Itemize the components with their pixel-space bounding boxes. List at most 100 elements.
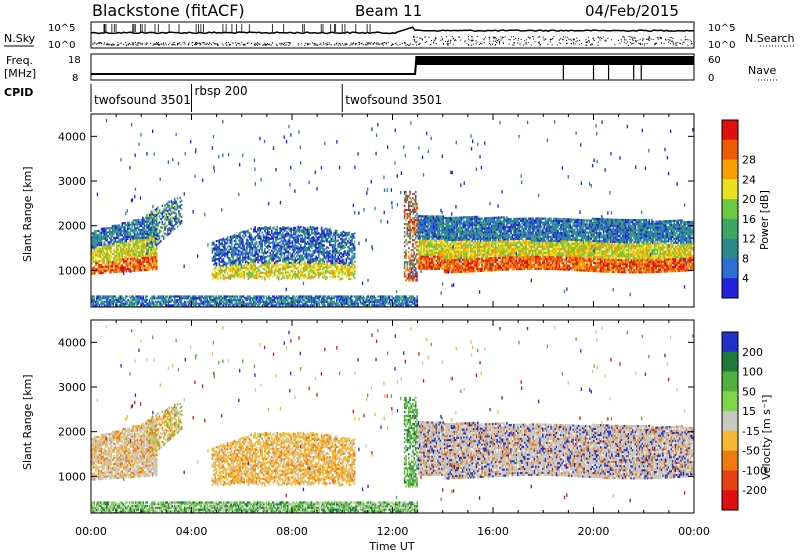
power-cell: [283, 276, 286, 279]
power-cell: [420, 259, 422, 262]
power-cell: [348, 237, 350, 240]
power-cell: [96, 248, 99, 251]
power-cell: [269, 254, 272, 257]
power-cell: [293, 269, 295, 272]
power-cell: [443, 247, 446, 250]
power-cell: [93, 246, 96, 249]
power-cell: [337, 275, 339, 278]
power-cell: [139, 231, 141, 234]
power-cell: [247, 269, 250, 272]
nsearch-point: [227, 42, 229, 43]
power-cell: [463, 216, 465, 219]
power-cell: [457, 222, 460, 225]
power-cell: [452, 216, 454, 219]
power-cell: [427, 217, 429, 220]
power-cell: [293, 262, 295, 266]
power-cell: [248, 276, 251, 279]
nsearch-point: [573, 39, 574, 41]
power-cell: [437, 263, 439, 266]
power-cell: [115, 226, 118, 229]
power-cell: [424, 243, 427, 246]
power-cell: [413, 251, 416, 254]
power-cell: [417, 223, 420, 226]
power-cell: [111, 253, 114, 256]
power-cell: [461, 270, 464, 273]
power-cell: [329, 270, 331, 273]
power-cell: [161, 216, 164, 220]
power-cell: [264, 248, 266, 251]
power-cell: [106, 265, 108, 268]
power-cell: [236, 273, 239, 276]
power-cell: [309, 253, 312, 257]
power-cell: [144, 264, 147, 267]
power-cell: [449, 251, 451, 254]
power-cell: [424, 257, 427, 260]
power-cell: [342, 258, 345, 262]
power-cell: [242, 273, 244, 276]
power-cell: [219, 250, 222, 253]
power-cell: [147, 268, 150, 271]
power-cell: [412, 263, 414, 266]
power-cell: [264, 276, 266, 279]
power-cell: [467, 260, 469, 263]
power-cell: [280, 251, 283, 254]
power-cell: [126, 252, 129, 255]
power-cell: [91, 236, 93, 239]
power-cell: [434, 265, 436, 268]
power-cell: [136, 221, 139, 224]
power-cell: [133, 223, 136, 226]
nsearch-point: [493, 40, 495, 42]
power-cell: [459, 242, 461, 245]
power-cell: [316, 230, 319, 233]
power-cell: [275, 254, 277, 257]
power-cell: [295, 241, 298, 244]
power-cell: [237, 271, 240, 274]
power-cell: [327, 236, 330, 239]
power-cell: [340, 278, 342, 281]
power-cell: [180, 203, 183, 206]
power-cell: [466, 244, 468, 247]
power-cell: [438, 231, 440, 234]
power-cell: [121, 234, 123, 237]
power-cell: [463, 254, 465, 257]
power-cell: [237, 235, 240, 238]
power-cell: [413, 239, 416, 242]
power-cell: [124, 240, 126, 243]
power-cell: [323, 234, 326, 237]
power-cell: [449, 243, 451, 246]
power-cell: [136, 269, 139, 272]
power-cell: [406, 223, 409, 226]
power-cell: [230, 259, 233, 262]
nsearch-point: [572, 38, 574, 40]
power-cell: [412, 223, 414, 226]
power-cell: [442, 261, 445, 264]
power-cell: [287, 238, 290, 241]
nave-series: [416, 57, 694, 65]
power-cell: [153, 260, 155, 263]
power-cell: [221, 248, 223, 251]
power-cell: [327, 258, 330, 262]
power-cell: [329, 235, 331, 239]
power-cell: [142, 256, 144, 260]
power-cell: [236, 257, 239, 260]
power-cell: [443, 265, 446, 268]
nsearch-point: [597, 44, 599, 46]
power-cell: [457, 238, 460, 241]
power-cell: [430, 251, 432, 254]
power-cell: [293, 275, 295, 278]
power-cell: [107, 269, 110, 272]
power-cell: [242, 234, 244, 237]
power-cell: [409, 231, 411, 234]
power-cell: [97, 262, 100, 265]
power-cell: [147, 220, 150, 223]
power-cell: [297, 270, 299, 273]
power-cell: [309, 239, 312, 242]
nsearch-point: [154, 44, 156, 45]
power-cell: [316, 265, 319, 268]
power-cell: [293, 250, 295, 254]
power-cell: [437, 259, 439, 262]
power-cell: [416, 249, 418, 252]
power-cell: [452, 271, 454, 274]
power-cell: [467, 230, 469, 233]
power-cell: [221, 242, 223, 245]
